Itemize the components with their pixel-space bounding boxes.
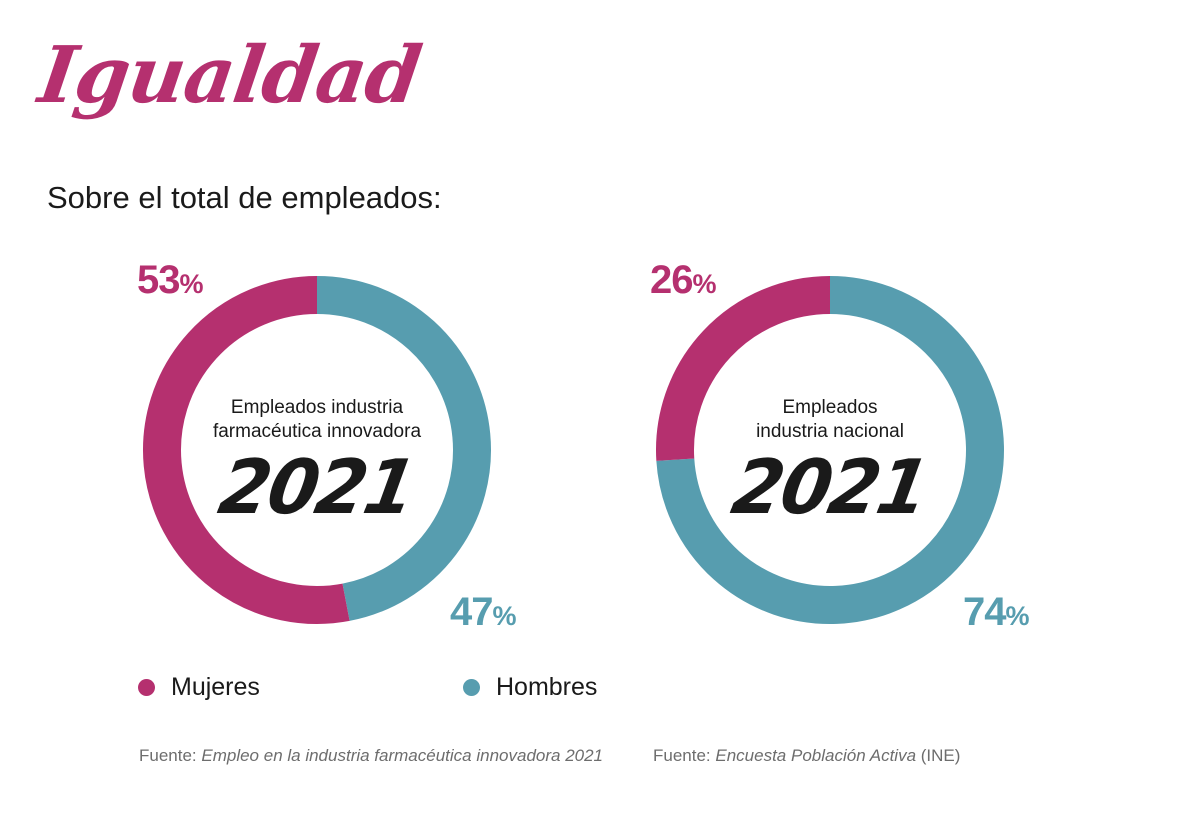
source-chart2: Fuente: Encuesta Población Activa (INE) [653, 746, 961, 765]
chart1-center-label: Empleados industria farmacéutica innovad… [212, 397, 422, 442]
donut-segment-mujeres [656, 276, 831, 461]
chart2-center-label: Empleados industria nacional [756, 397, 904, 442]
chart2-year: 2021 [726, 442, 934, 532]
legend-item-mujeres: Mujeres [138, 673, 260, 702]
donut-segment-hombres [656, 276, 1004, 624]
donut-segment-hombres [316, 276, 491, 621]
legend-item-hombres: Hombres [463, 673, 597, 702]
legend-label-hombres: Hombres [496, 673, 598, 701]
donut-segment-mujeres [143, 276, 350, 624]
legend-label-mujeres: Mujeres [171, 673, 260, 701]
chart2-hombres-percent: 74% [963, 590, 1030, 634]
chart1-mujeres-percent: 53% [137, 258, 204, 302]
page-subtitle: Sobre el total de empleados: [47, 180, 442, 215]
hombres-color-dot [463, 679, 480, 696]
chart1-hombres-percent: 47% [450, 590, 517, 634]
source-chart1: Fuente: Empleo en la industria farmacéut… [139, 746, 604, 765]
mujeres-color-dot [138, 679, 155, 696]
chart2-mujeres-percent: 26% [650, 258, 717, 302]
